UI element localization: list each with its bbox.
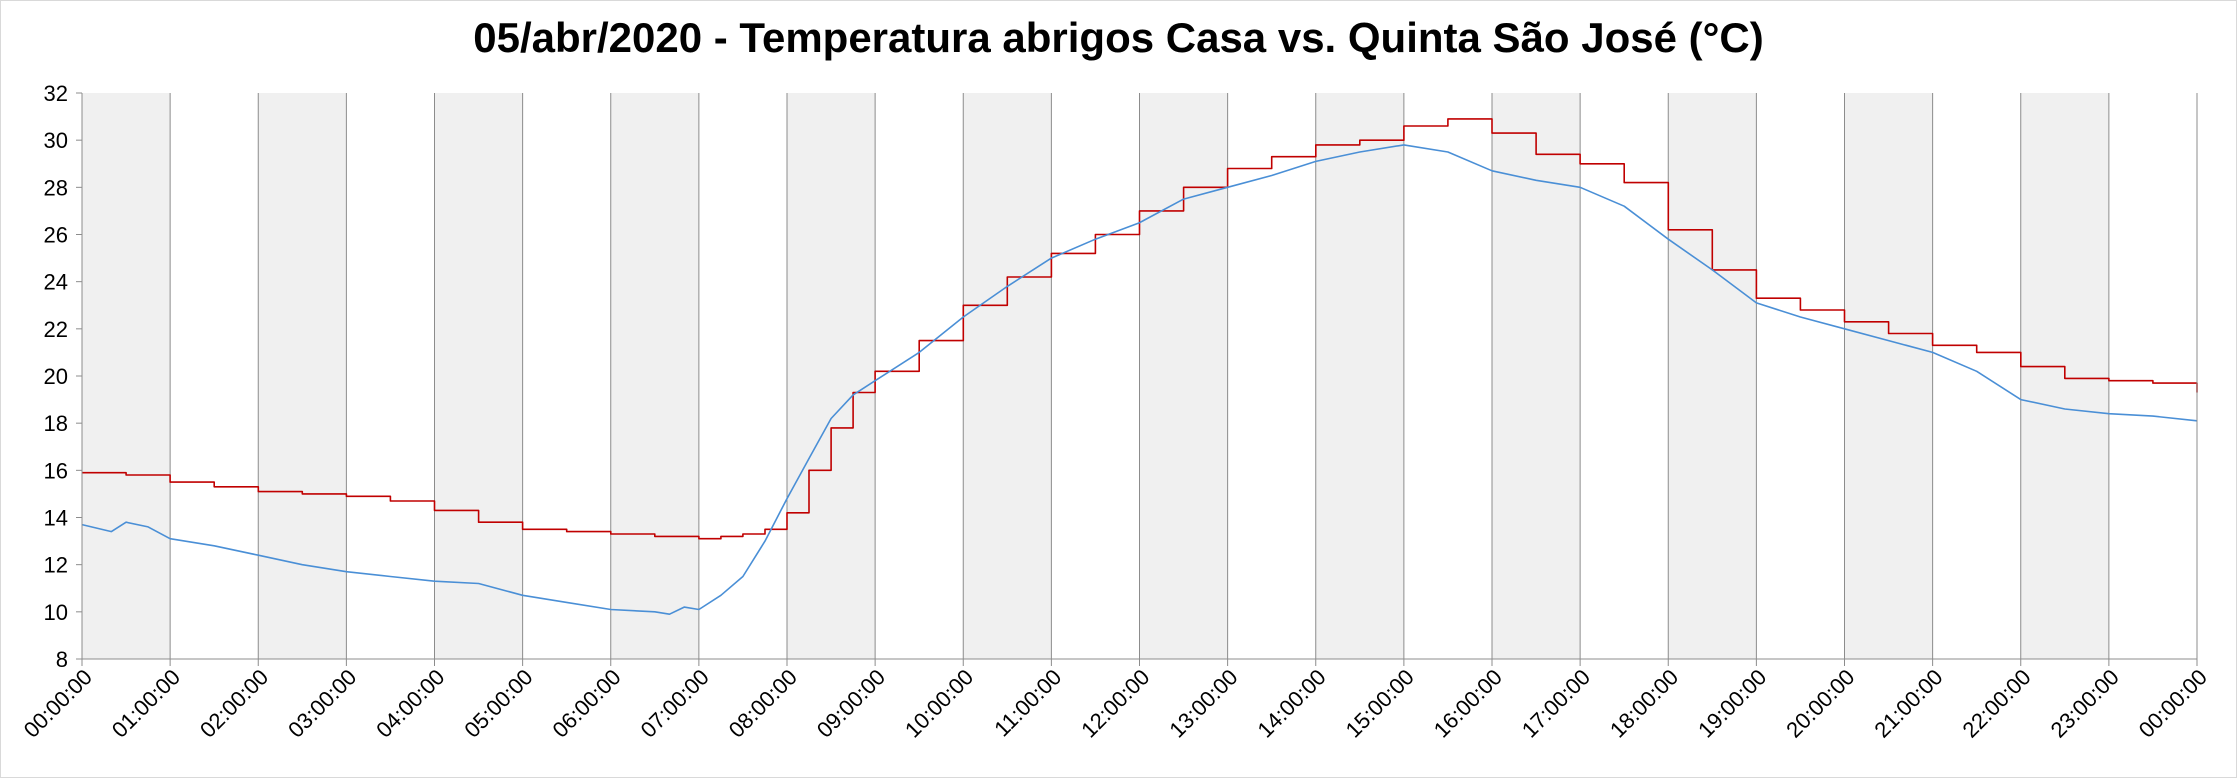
x-tick-label: 11:00:00 xyxy=(989,664,1066,741)
x-tick-label: 18:00:00 xyxy=(1605,664,1683,742)
x-tick-label: 14:00:00 xyxy=(1252,664,1330,742)
y-tick-label: 14 xyxy=(44,506,68,531)
hour-band xyxy=(1315,93,1404,659)
y-tick-label: 30 xyxy=(44,128,68,153)
y-tick-label: 10 xyxy=(44,600,68,625)
x-tick-label: 16:00:00 xyxy=(1429,664,1507,742)
x-tick-label: 07:00:00 xyxy=(636,664,714,742)
y-tick-label: 18 xyxy=(44,411,68,436)
x-tick-label: 12:00:00 xyxy=(1076,664,1154,742)
hour-band xyxy=(258,93,347,659)
hour-band xyxy=(787,93,876,659)
y-tick-label: 22 xyxy=(44,317,68,342)
series-line-2 xyxy=(81,144,2198,615)
x-tick-label: 23:00:00 xyxy=(2046,664,2124,742)
y-tick-labels: 8 10 12 14 16 18 20 22 24 26 28 30 32 xyxy=(44,81,68,672)
hour-band xyxy=(610,93,699,659)
hour-band xyxy=(1668,93,1757,659)
x-tick-label: 01:00:00 xyxy=(107,664,185,742)
x-tick-label: 13:00:00 xyxy=(1164,664,1242,742)
hour-band xyxy=(1139,93,1228,659)
x-tick-label: 21:00:00 xyxy=(1869,664,1947,742)
x-tick-label: 05:00:00 xyxy=(459,664,537,742)
x-tick-label: 00:00:00 xyxy=(2134,664,2212,742)
hour-band xyxy=(1844,93,1933,659)
y-tick-label: 24 xyxy=(44,270,68,295)
vertical-gridlines xyxy=(169,93,2110,659)
x-tick-label: 17:00:00 xyxy=(1517,664,1595,742)
hour-band xyxy=(963,93,1052,659)
x-tick-label: 10:00:00 xyxy=(900,664,978,742)
y-tick-label: 32 xyxy=(44,81,68,106)
y-tick-label: 8 xyxy=(56,647,68,672)
x-tick-label: 04:00:00 xyxy=(371,664,449,742)
hour-band xyxy=(434,93,523,659)
axes xyxy=(76,92,2198,666)
hour-band xyxy=(1492,93,1581,659)
hour-band xyxy=(82,93,171,659)
y-tick-label: 28 xyxy=(44,175,68,200)
y-tick-label: 20 xyxy=(44,364,68,389)
x-tick-label: 00:00:00 xyxy=(19,664,97,742)
x-tick-labels: 00:00:00 01:00:00 02:00:00 03:00:00 04:00:00… xyxy=(19,664,2212,742)
x-tick-label: 02:00:00 xyxy=(195,664,273,742)
y-tick-label: 26 xyxy=(44,223,68,248)
chart-title: 05/abr/2020 - Temperatura abrigos Casa v… xyxy=(473,14,1764,61)
x-tick-label: 09:00:00 xyxy=(812,664,890,742)
x-tick-label: 03:00:00 xyxy=(283,664,361,742)
y-tick-label: 16 xyxy=(44,458,68,483)
x-tick-label: 19:00:00 xyxy=(1693,664,1771,742)
series-line-1 xyxy=(82,118,2198,540)
y-tick-label: 12 xyxy=(44,553,68,578)
x-tick-label: 20:00:00 xyxy=(1781,664,1859,742)
x-tick-label: 06:00:00 xyxy=(547,664,625,742)
x-tick-label: 08:00:00 xyxy=(724,664,802,742)
x-tick-label: 22:00:00 xyxy=(1957,664,2035,742)
x-tick-label: 15:00:00 xyxy=(1341,664,1419,742)
hour-bands xyxy=(82,93,2109,659)
series-lines xyxy=(81,118,2198,615)
